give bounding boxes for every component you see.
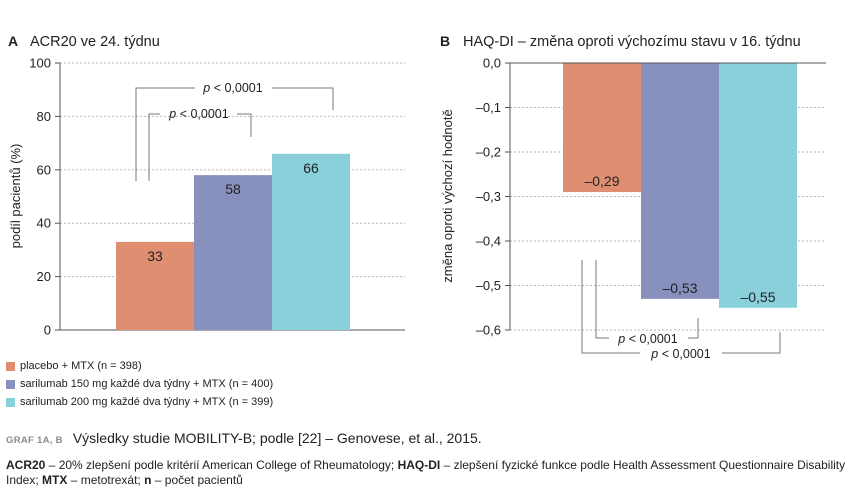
panel-a-bar-label-2: 58	[225, 181, 241, 197]
legend-swatch-placebo	[6, 361, 15, 371]
panel-b-bar-label-2: –0,53	[662, 280, 697, 296]
panel-a-pvalue-inner: p < 0,0001	[168, 107, 228, 121]
panel-a-bar-label-3: 66	[303, 160, 319, 176]
panel-a-bar-1	[116, 241, 194, 330]
panel-a-bracket-outer	[272, 87, 334, 110]
panel-b-tick-label: –0,3	[476, 189, 501, 204]
panel-a-bracket-outer	[135, 87, 195, 181]
panel-a-letter: A	[8, 33, 18, 49]
chart-area: A ACR20 ve 24. týdnu 100 80 60 40 20 0 podíl pac…	[8, 33, 826, 361]
legend: placebo + MTX (n = 398) sarilumab 150 mg…	[6, 357, 273, 411]
figure-title: Výsledky studie MOBILITY-B; podle [22] –…	[72, 430, 482, 446]
note-def-n: – počet pacientů	[151, 473, 243, 487]
panel-b-tick-label: –0,4	[476, 234, 501, 249]
panel-a-tick-label: 60	[37, 162, 51, 177]
panel-b-bar-1	[563, 63, 641, 193]
note-abbr-haqdi: HAQ-DI	[397, 458, 441, 472]
panel-b-tick-label: –0,1	[476, 100, 501, 115]
note-def-mtx: – metotrexát;	[67, 473, 145, 487]
panel-b-pvalue-outer: p < 0,0001	[650, 347, 710, 361]
panel-a-bar-3	[272, 153, 350, 330]
panel-b-bracket-outer	[722, 332, 781, 354]
panel-b-bar-label-3: –0,55	[740, 289, 775, 305]
panel-a-y-axis-label: podíl pacientů (%)	[8, 144, 23, 249]
panel-b-pvalue-inner: p < 0,0001	[617, 332, 677, 346]
panel-a-tick-label: 40	[37, 216, 51, 231]
panel-b-y-axis-label: změna oproti výchozí hodnotě	[440, 109, 455, 282]
panel-b-bar-3	[719, 63, 797, 308]
panel-a-tick-label: 0	[44, 323, 51, 338]
panel-b-tick-label: –0,5	[476, 278, 501, 293]
panel-a-tick-label: 80	[37, 109, 51, 124]
panel-b-bracket-outer	[581, 260, 640, 354]
panel-b-tick-label: –0,6	[476, 323, 501, 338]
legend-label-sarilumab-150: sarilumab 150 mg každé dva týdny + MTX (…	[20, 378, 274, 390]
panel-a-pvalue-outer: p < 0,0001	[202, 81, 262, 95]
note-def-acr20: – 20% zlepšení podle kritérií American C…	[45, 458, 398, 472]
panel-b-title: HAQ-DI – změna oproti výchozímu stavu v …	[463, 34, 801, 50]
panel-a-tick-label: 20	[37, 269, 51, 284]
figure-caption: GRAF 1A, B Výsledky studie MOBILITY-B; po…	[6, 430, 482, 446]
panel-a-title: ACR20 ve 24. týdnu	[30, 34, 160, 50]
figure-tag: GRAF 1A, B	[6, 435, 63, 446]
legend-swatch-sarilumab-200	[6, 397, 15, 407]
note-def-haqdi: – zlepšení fyzické funkce podle Health A…	[6, 458, 846, 487]
panel-a-bracket-inner	[237, 113, 252, 137]
panel-b-bracket-inner	[688, 318, 699, 339]
panel-a-bar-2	[194, 175, 272, 330]
legend-item-sarilumab-200: sarilumab 200 mg každé dva týdny + MTX (…	[6, 393, 273, 411]
note-abbr-n: n	[144, 473, 152, 487]
panel-b-bracket-inner	[595, 260, 609, 339]
note-abbr-mtx: MTX	[42, 473, 68, 487]
panel-a-bracket-inner	[148, 113, 160, 181]
legend-item-placebo: placebo + MTX (n = 398)	[6, 357, 273, 375]
panel-a-tick-label: 100	[29, 56, 51, 71]
panel-b-letter: B	[440, 33, 450, 49]
panel-a-bar-label-1: 33	[147, 248, 163, 264]
legend-label-sarilumab-200: sarilumab 200 mg každé dva týdny + MTX (…	[20, 396, 274, 408]
abbreviation-note: ACR20 – 20% zlepšení podle kritérií Amer…	[6, 458, 846, 488]
panel-b-tick-label: 0,0	[483, 56, 501, 71]
legend-item-sarilumab-150: sarilumab 150 mg každé dva týdny + MTX (…	[6, 375, 273, 393]
note-abbr-acr20: ACR20	[6, 458, 46, 472]
panel-b-bar-2	[641, 63, 719, 299]
panel-b-tick-label: –0,2	[476, 145, 501, 160]
legend-label-placebo: placebo + MTX (n = 398)	[20, 360, 142, 372]
legend-swatch-sarilumab-150	[6, 379, 15, 389]
panel-b-bar-label-1: –0,29	[584, 173, 619, 189]
